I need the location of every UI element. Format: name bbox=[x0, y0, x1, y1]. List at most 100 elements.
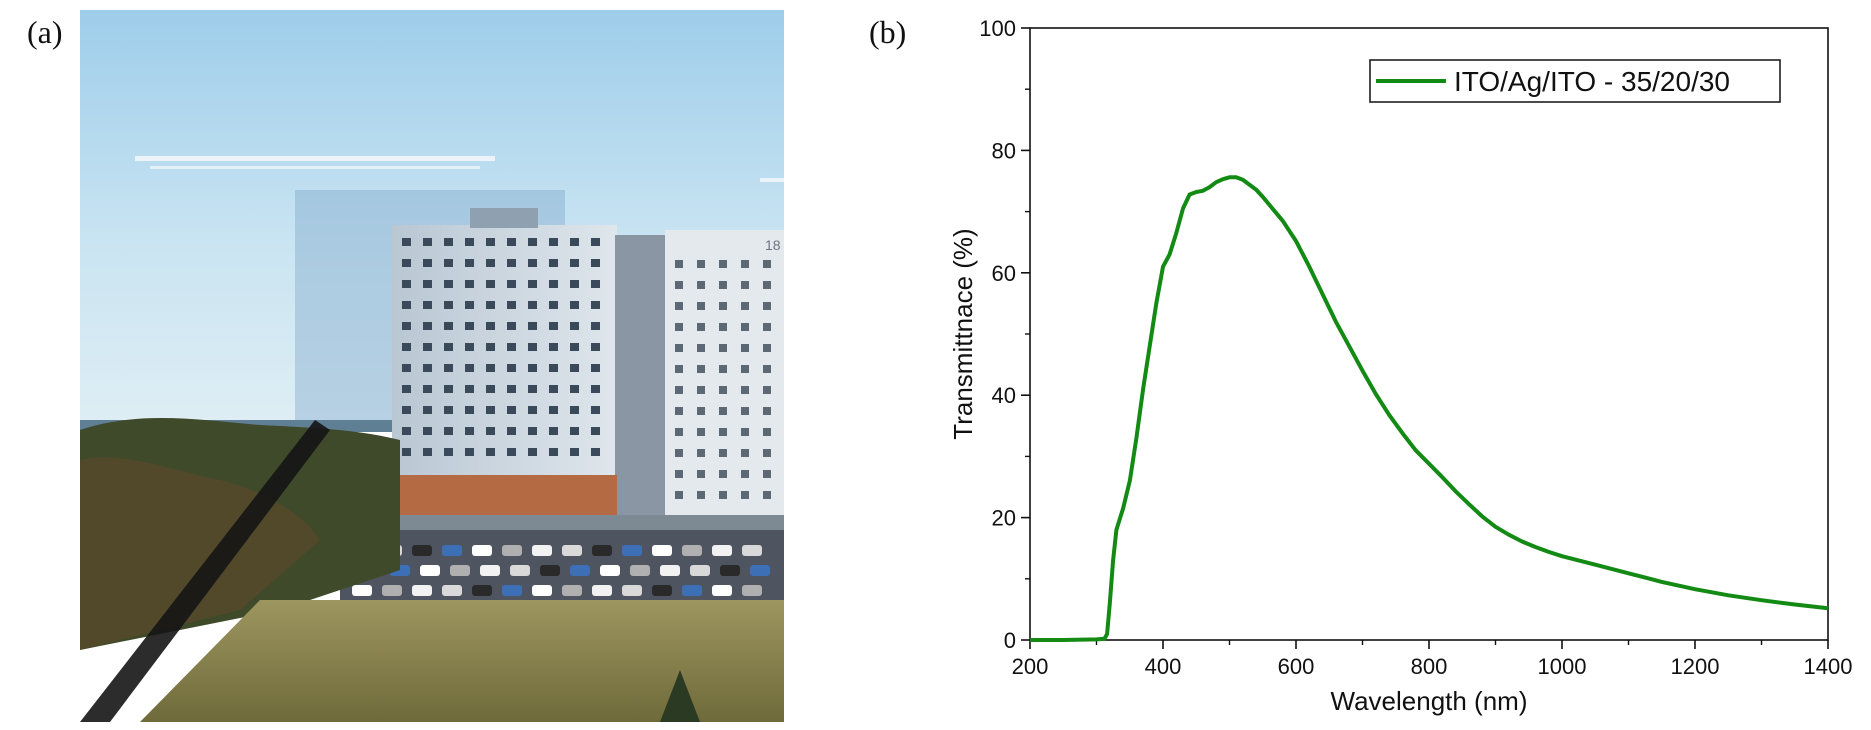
building-window bbox=[528, 448, 537, 456]
building-window bbox=[486, 259, 495, 267]
building-window bbox=[402, 364, 411, 372]
building-window bbox=[763, 365, 771, 373]
panel-label-b: (b) bbox=[869, 14, 907, 50]
building-window bbox=[423, 427, 432, 435]
building-window bbox=[486, 427, 495, 435]
parked-car bbox=[592, 585, 612, 596]
building-window bbox=[570, 427, 579, 435]
building-window bbox=[675, 302, 683, 310]
parked-car bbox=[720, 565, 740, 576]
parked-car bbox=[682, 545, 702, 556]
building-window bbox=[465, 406, 474, 414]
building-window bbox=[528, 259, 537, 267]
building-window bbox=[697, 407, 705, 415]
building-window bbox=[763, 407, 771, 415]
building-window bbox=[697, 386, 705, 394]
building-window bbox=[675, 386, 683, 394]
building-window bbox=[591, 301, 600, 309]
contrail bbox=[150, 166, 480, 169]
building-window bbox=[486, 343, 495, 351]
building-window bbox=[697, 428, 705, 436]
building-window bbox=[741, 407, 749, 415]
building-window bbox=[675, 407, 683, 415]
legend: ITO/Ag/ITO - 35/20/30 bbox=[1369, 59, 1781, 103]
parked-car bbox=[540, 565, 560, 576]
building-window bbox=[570, 322, 579, 330]
building-window bbox=[719, 491, 727, 499]
grass-field bbox=[140, 600, 784, 722]
building-window bbox=[719, 407, 727, 415]
parked-car bbox=[510, 565, 530, 576]
x-tick-label: 600 bbox=[1278, 654, 1315, 679]
building-window bbox=[675, 323, 683, 331]
building-window bbox=[465, 259, 474, 267]
parked-car bbox=[480, 565, 500, 576]
building-window bbox=[528, 280, 537, 288]
parked-car bbox=[532, 585, 552, 596]
building-window bbox=[719, 365, 727, 373]
building-window bbox=[528, 238, 537, 246]
parked-car bbox=[750, 565, 770, 576]
panel-label-a: (a) bbox=[27, 14, 63, 50]
building-window bbox=[486, 238, 495, 246]
building-window bbox=[423, 406, 432, 414]
parked-car bbox=[652, 585, 672, 596]
building-window bbox=[423, 238, 432, 246]
building-window bbox=[570, 364, 579, 372]
building-window bbox=[423, 280, 432, 288]
y-tick-label: 60 bbox=[992, 261, 1016, 286]
building-window bbox=[402, 322, 411, 330]
building-window bbox=[675, 260, 683, 268]
building-window bbox=[528, 406, 537, 414]
building-window bbox=[528, 322, 537, 330]
building-window bbox=[697, 302, 705, 310]
building-window bbox=[507, 322, 516, 330]
building-window bbox=[423, 364, 432, 372]
building-window bbox=[465, 238, 474, 246]
building-window bbox=[591, 259, 600, 267]
building-window bbox=[507, 259, 516, 267]
building-window bbox=[465, 301, 474, 309]
building-window bbox=[763, 386, 771, 394]
building-window bbox=[591, 343, 600, 351]
building-window bbox=[507, 385, 516, 393]
building-window bbox=[763, 260, 771, 268]
building-window bbox=[675, 470, 683, 478]
parked-car bbox=[412, 585, 432, 596]
building-window bbox=[549, 259, 558, 267]
building-window bbox=[675, 365, 683, 373]
building-window bbox=[763, 428, 771, 436]
parked-car bbox=[742, 585, 762, 596]
building-window bbox=[763, 470, 771, 478]
building-window bbox=[444, 322, 453, 330]
building-window bbox=[697, 260, 705, 268]
building-window bbox=[719, 281, 727, 289]
building-window bbox=[528, 364, 537, 372]
building-window bbox=[719, 449, 727, 457]
building-window bbox=[591, 385, 600, 393]
building-window bbox=[741, 302, 749, 310]
building-window bbox=[570, 448, 579, 456]
tweezer-shadow bbox=[80, 420, 330, 722]
parked-car bbox=[742, 545, 762, 556]
contrail bbox=[760, 178, 784, 182]
parked-car bbox=[690, 565, 710, 576]
building-window bbox=[697, 470, 705, 478]
building-window bbox=[549, 406, 558, 414]
building-window bbox=[697, 365, 705, 373]
building-window bbox=[549, 364, 558, 372]
building-window bbox=[528, 427, 537, 435]
building-main bbox=[392, 225, 617, 485]
building-window bbox=[507, 280, 516, 288]
building-window bbox=[549, 322, 558, 330]
building-window bbox=[444, 343, 453, 351]
building-window bbox=[507, 364, 516, 372]
building-window bbox=[741, 449, 749, 457]
building-window bbox=[507, 301, 516, 309]
building-window bbox=[570, 385, 579, 393]
building-window bbox=[719, 428, 727, 436]
x-tick-label: 400 bbox=[1145, 654, 1182, 679]
building-window bbox=[486, 385, 495, 393]
parked-car bbox=[562, 585, 582, 596]
building-window bbox=[402, 427, 411, 435]
